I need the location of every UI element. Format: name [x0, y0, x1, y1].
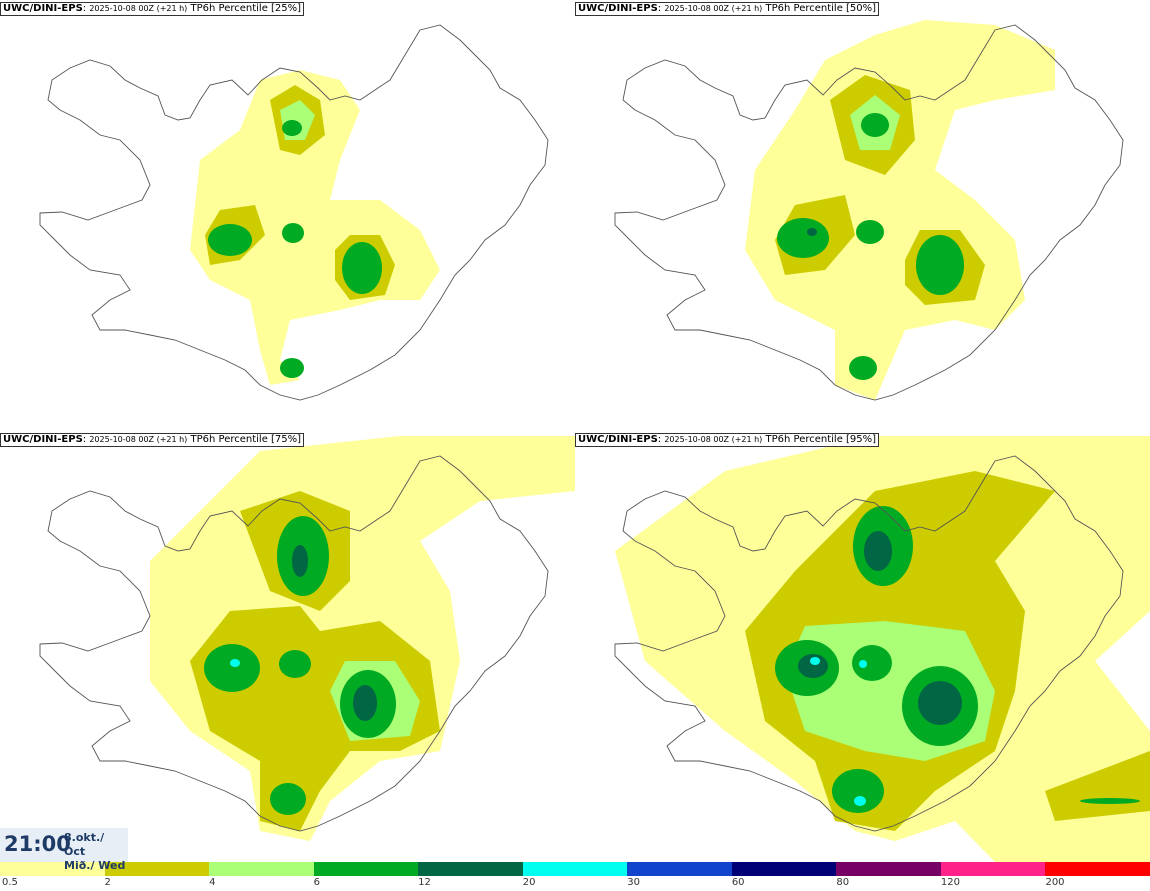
colorbar-label: 120 [940, 877, 960, 888]
colorbar-segment [731, 862, 837, 876]
precip-area [280, 358, 304, 378]
map-panel-75: UWC/DINI-EPS: 2025-10-08 00Z (+21 h) TP6… [0, 431, 575, 862]
precip-area [190, 70, 440, 385]
field-name: TP6h Percentile [95%] [765, 434, 877, 445]
colorbar-labels: 0.5 2 4 6 12 20 30 60 80 120 200 [0, 876, 1150, 891]
valid-date: 8.okt./ Oct Mið./ Wed [64, 831, 128, 873]
precip-area [864, 531, 892, 571]
field-name: TP6h Percentile [25%] [190, 3, 302, 14]
precip-area [342, 242, 382, 294]
precip-area [282, 120, 302, 136]
colorbar-segment [209, 862, 314, 876]
precip-area [856, 220, 884, 244]
precip-area [777, 218, 829, 258]
valid-time: 21:00 [4, 832, 71, 856]
precip-area [832, 769, 884, 813]
precip-area [745, 20, 1055, 400]
panel-title: UWC/DINI-EPS: 2025-10-08 00Z (+21 h) TP6… [0, 433, 305, 447]
precip-area [859, 660, 867, 668]
field-name: TP6h Percentile [50%] [765, 3, 877, 14]
colorbar-segment [104, 862, 210, 876]
precip-area [854, 796, 866, 806]
precip-area [208, 224, 252, 256]
colorbar-label: 60 [731, 877, 745, 888]
valid-time-box: 21:00 8.okt./ Oct Mið./ Wed [0, 828, 128, 872]
precip-area [852, 645, 892, 681]
precip-area [807, 228, 817, 236]
colorbar-label: 4 [209, 877, 216, 888]
precip-area [270, 783, 306, 815]
precip-map [614, 436, 1150, 862]
colorbar-segment [836, 862, 941, 876]
run-time: 2025-10-08 00Z (+21 h) [89, 4, 188, 13]
precip-area [810, 657, 820, 665]
model-name: UWC/DINI-EPS [578, 434, 658, 445]
precip-area [353, 685, 377, 721]
map-panel-25: UWC/DINI-EPS: 2025-10-08 00Z (+21 h) TP6… [0, 0, 575, 431]
precip-area [282, 223, 304, 243]
colorbar-label: 80 [836, 877, 850, 888]
colorbar-label: 0.5 [2, 877, 18, 888]
precip-map [39, 24, 549, 401]
model-name: UWC/DINI-EPS [3, 434, 83, 445]
colorbar-label: 12 [418, 877, 431, 888]
precip-area [861, 113, 889, 137]
colorbar-label: 200 [1045, 877, 1065, 888]
precip-area [1080, 798, 1140, 804]
precip-map [39, 436, 575, 841]
colorbar-label: 6 [313, 877, 320, 888]
panel-title: UWC/DINI-EPS: 2025-10-08 00Z (+21 h) TP6… [575, 2, 880, 16]
colorbar-segment [940, 862, 1046, 876]
panel-title: UWC/DINI-EPS: 2025-10-08 00Z (+21 h) TP6… [575, 433, 880, 447]
valid-date-text: 8.okt./ Oct [64, 831, 105, 858]
run-time: 2025-10-08 00Z (+21 h) [89, 435, 188, 444]
run-time: 2025-10-08 00Z (+21 h) [664, 435, 763, 444]
colorbar-label: 2 [104, 877, 111, 888]
precip-area [204, 644, 260, 692]
colorbar-segment [0, 862, 105, 876]
valid-day-text: Mið./ Wed [64, 859, 126, 872]
colorbar-segment [418, 862, 523, 876]
colorbar-segment [627, 862, 732, 876]
precip-area [918, 681, 962, 725]
colorbar-segment [313, 862, 419, 876]
precip-map [614, 20, 1124, 401]
colorbar-label: 30 [627, 877, 640, 888]
precip-area [916, 235, 964, 295]
precip-area [798, 654, 828, 678]
precip-area [849, 356, 877, 380]
colorbar-label: 20 [522, 877, 536, 888]
model-name: UWC/DINI-EPS [578, 3, 658, 14]
colorbar-segment [1045, 862, 1150, 876]
field-name: TP6h Percentile [75%] [190, 434, 302, 445]
map-panel-50: UWC/DINI-EPS: 2025-10-08 00Z (+21 h) TP6… [575, 0, 1150, 431]
panel-title: UWC/DINI-EPS: 2025-10-08 00Z (+21 h) TP6… [0, 2, 305, 16]
precip-area [279, 650, 311, 678]
model-name: UWC/DINI-EPS [3, 3, 83, 14]
colorbar-segment [522, 862, 628, 876]
precip-area [292, 545, 308, 577]
colorbar [0, 862, 1150, 876]
run-time: 2025-10-08 00Z (+21 h) [664, 4, 763, 13]
map-panel-95: UWC/DINI-EPS: 2025-10-08 00Z (+21 h) TP6… [575, 431, 1150, 862]
precip-area [230, 659, 240, 667]
